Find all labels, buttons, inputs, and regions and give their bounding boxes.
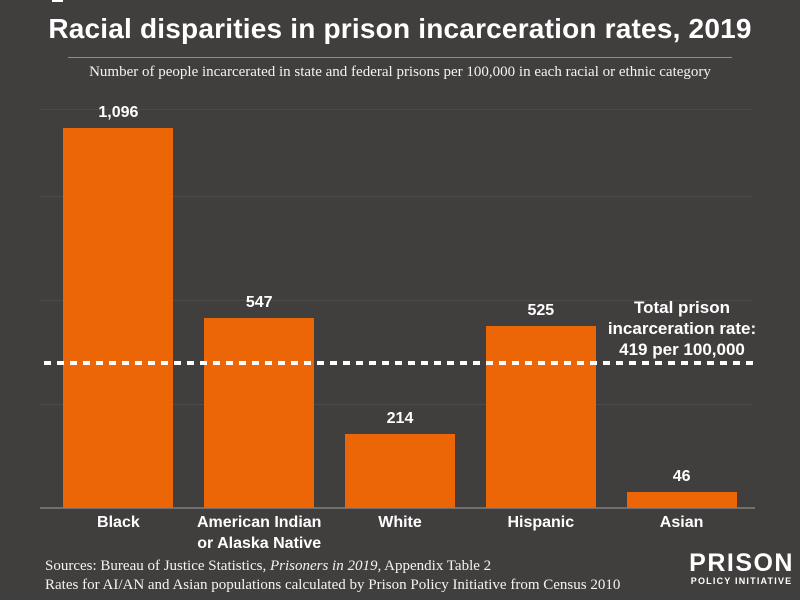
bar bbox=[63, 127, 174, 508]
bar bbox=[626, 492, 737, 508]
bar bbox=[204, 318, 315, 508]
bar-value-label: 1,096 bbox=[98, 103, 139, 121]
sources-note: Sources: Bureau of Justice Statistics, P… bbox=[45, 557, 620, 595]
category-label: Asian bbox=[659, 514, 704, 531]
bar-value-label: 46 bbox=[672, 468, 691, 486]
logo-prison-text: PRISON bbox=[689, 549, 794, 577]
bar-value-label: 525 bbox=[527, 301, 555, 319]
reference-line-419 bbox=[44, 360, 753, 365]
category-label: White bbox=[378, 514, 422, 531]
reference-line-annotation: Total prison incarceration rate: 419 per… bbox=[607, 298, 757, 359]
top-edge-artifact bbox=[52, 0, 63, 2]
category-label: Black bbox=[97, 514, 140, 531]
prison-policy-initiative-logo: PRISON POLICY INITIATIVE bbox=[689, 550, 794, 587]
gridline bbox=[40, 109, 753, 110]
bar-value-label: 214 bbox=[386, 409, 414, 427]
sources-line1: Sources: Bureau of Justice Statistics, P… bbox=[45, 558, 492, 574]
page-title: Racial disparities in prison incarcerati… bbox=[48, 13, 752, 44]
category-label: American Indian or Alaska Native bbox=[196, 514, 322, 552]
gridline bbox=[40, 195, 753, 197]
chart-subtitle: Number of people incarcerated in state a… bbox=[89, 64, 711, 80]
category-label: Hispanic bbox=[507, 514, 575, 531]
x-axis-line bbox=[40, 507, 755, 509]
bar bbox=[345, 433, 455, 508]
logo-policy-initiative-text: POLICY INITIATIVE bbox=[690, 576, 793, 586]
sources-line2: Rates for AI/AN and Asian populations ca… bbox=[45, 577, 621, 593]
sources-italic-title: Prisoners in 2019, bbox=[269, 558, 382, 574]
gridline bbox=[40, 403, 753, 405]
bar-value-label: 547 bbox=[245, 294, 273, 312]
gridline bbox=[40, 299, 753, 301]
title-divider bbox=[68, 57, 732, 58]
bar bbox=[485, 325, 596, 508]
